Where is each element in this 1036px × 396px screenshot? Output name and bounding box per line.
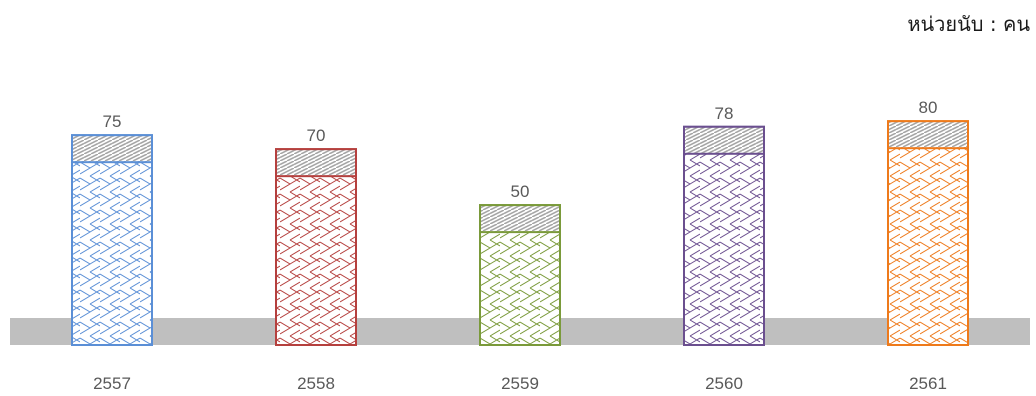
bar-2560 <box>683 125 765 346</box>
x-tick-2561: 2561 <box>909 374 947 393</box>
labels-layer: 75 70 50 78 80 <box>103 98 938 201</box>
bars-layer <box>71 120 969 346</box>
data-label-2558: 70 <box>307 126 326 145</box>
bar-2561 <box>887 120 969 346</box>
unit-label: หน่วยนับ : คน <box>907 12 1030 36</box>
bar-cap-2561 <box>887 120 969 150</box>
bar-cap-2558 <box>275 148 357 178</box>
data-label-2559: 50 <box>511 182 530 201</box>
x-tick-2560: 2560 <box>705 374 743 393</box>
bar-2557 <box>71 134 153 346</box>
data-label-2557: 75 <box>103 112 122 131</box>
data-label-2560: 78 <box>715 104 734 123</box>
x-tick-2559: 2559 <box>501 374 539 393</box>
data-label-2561: 80 <box>919 98 938 117</box>
bar-cap-2560 <box>683 125 765 155</box>
bar-cap-2559 <box>479 204 561 234</box>
x-tick-2558: 2558 <box>297 374 335 393</box>
bar-cap-2557 <box>71 134 153 164</box>
x-axis-ticks: 2557 2558 2559 2560 2561 <box>93 374 947 393</box>
x-tick-2557: 2557 <box>93 374 131 393</box>
bar-2558 <box>275 148 357 346</box>
